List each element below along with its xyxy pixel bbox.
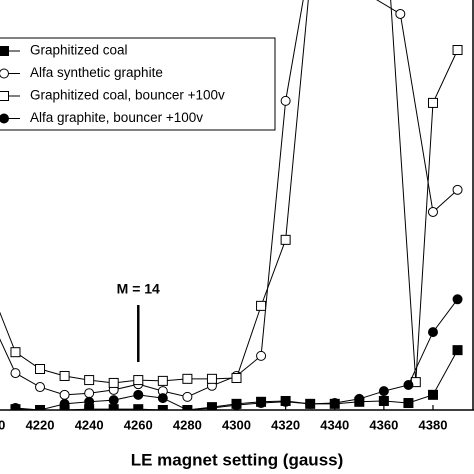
legend-marker bbox=[0, 113, 9, 124]
x-tick-label: 4300 bbox=[222, 417, 251, 432]
data-point bbox=[452, 345, 463, 356]
data-point bbox=[378, 386, 389, 397]
data-point bbox=[84, 396, 95, 407]
data-point bbox=[280, 95, 291, 106]
data-point bbox=[427, 97, 438, 108]
data-point bbox=[157, 393, 168, 404]
data-point bbox=[157, 375, 168, 386]
x-tick-label: 4200 bbox=[0, 417, 5, 432]
data-point bbox=[256, 350, 267, 361]
data-point bbox=[133, 404, 144, 410]
data-point bbox=[182, 391, 193, 402]
legend-marker bbox=[0, 68, 9, 79]
data-point bbox=[59, 398, 70, 409]
data-point bbox=[427, 389, 438, 400]
legend-box bbox=[0, 37, 276, 131]
x-axis-label: LE magnet setting (gauss) bbox=[131, 450, 344, 469]
data-point bbox=[256, 300, 267, 311]
x-tick-label: 4380 bbox=[419, 417, 448, 432]
data-point bbox=[84, 388, 95, 399]
data-point bbox=[403, 379, 414, 390]
data-point bbox=[231, 400, 242, 410]
x-tick-label: 4320 bbox=[271, 417, 300, 432]
data-point bbox=[10, 368, 21, 379]
data-point bbox=[452, 184, 463, 195]
legend-label: Graphitized coal, bouncer +100v bbox=[30, 88, 225, 103]
data-point bbox=[395, 8, 406, 19]
data-point bbox=[133, 389, 144, 400]
x-tick-label: 4340 bbox=[320, 417, 349, 432]
legend-label: Graphitized coal bbox=[30, 43, 128, 58]
data-point bbox=[59, 389, 70, 400]
data-point bbox=[84, 375, 95, 386]
data-point bbox=[35, 382, 46, 393]
data-point bbox=[157, 405, 168, 410]
data-point bbox=[427, 327, 438, 338]
data-point bbox=[35, 364, 46, 374]
data-point bbox=[182, 405, 193, 410]
x-tick-label: 4260 bbox=[124, 417, 153, 432]
legend-marker bbox=[0, 91, 9, 101]
x-tick-label: 4280 bbox=[173, 417, 202, 432]
data-point bbox=[231, 373, 242, 384]
x-tick-label: 4360 bbox=[369, 417, 398, 432]
x-tick-label: 4240 bbox=[75, 417, 104, 432]
plot-area bbox=[0, 0, 463, 410]
data-point bbox=[427, 206, 438, 217]
data-point bbox=[59, 370, 70, 381]
data-point bbox=[329, 398, 340, 409]
data-point bbox=[354, 393, 365, 404]
legend-label: Alfa synthetic graphite bbox=[30, 65, 163, 80]
data-point bbox=[108, 377, 119, 388]
data-point bbox=[206, 373, 217, 384]
data-point bbox=[403, 398, 414, 409]
x-tick-label: 4220 bbox=[26, 417, 55, 432]
annotation-text: M = 14 bbox=[117, 281, 160, 297]
data-point bbox=[35, 405, 46, 410]
data-point bbox=[108, 404, 119, 410]
legend-marker bbox=[0, 46, 9, 56]
data-point bbox=[10, 347, 21, 358]
data-point bbox=[206, 402, 217, 410]
data-point bbox=[305, 398, 316, 409]
data-point bbox=[452, 45, 463, 56]
data-point bbox=[133, 375, 144, 386]
data-point bbox=[280, 396, 291, 407]
data-point bbox=[256, 398, 267, 409]
legend-label: Alfa graphite, bouncer +100v bbox=[30, 110, 203, 125]
data-point bbox=[280, 234, 291, 245]
data-point bbox=[108, 395, 119, 406]
data-point bbox=[10, 402, 21, 410]
data-point bbox=[452, 294, 463, 305]
data-point bbox=[378, 395, 389, 406]
data-point bbox=[182, 373, 193, 384]
